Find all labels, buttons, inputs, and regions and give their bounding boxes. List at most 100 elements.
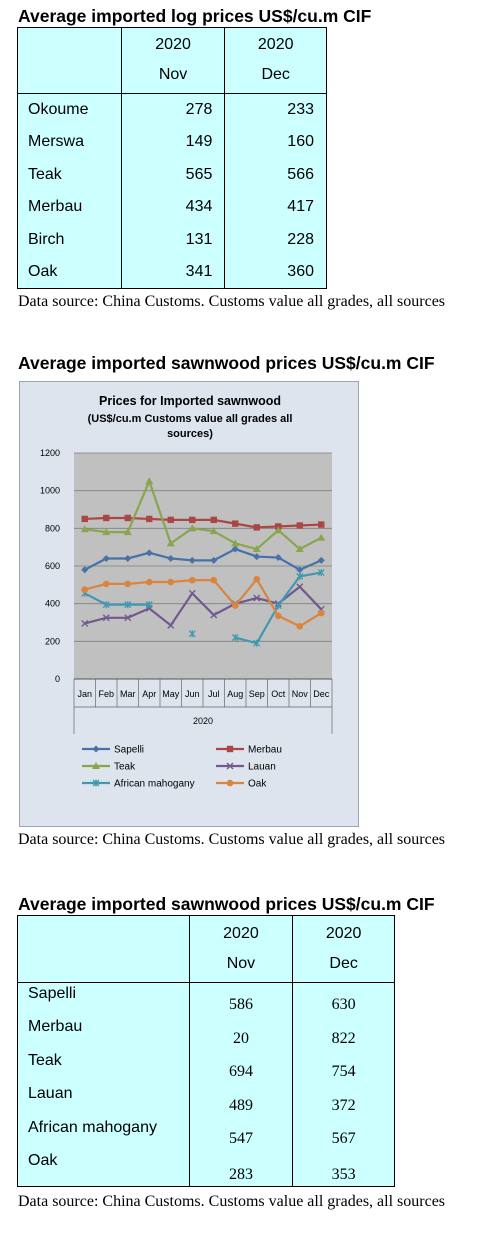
x-tick-label: Oct: [271, 689, 286, 699]
data-point: [102, 601, 110, 609]
nov-price: 489: [188, 1083, 294, 1117]
data-point: [92, 762, 100, 769]
species-name: Teak: [17, 1049, 190, 1083]
data-point: [253, 575, 261, 583]
data-point: [295, 545, 304, 553]
header-nov-cell: 2020 Nov: [120, 27, 226, 94]
data-point: [253, 639, 261, 647]
data-point: [167, 516, 174, 524]
data-point: [210, 556, 218, 564]
log-prices-table: 2020 Nov 2020 Dec Okoume 278 233 Merswa …: [17, 27, 327, 289]
data-point: [317, 556, 325, 564]
legend-label: Oak: [248, 779, 267, 790]
series-merbau: [81, 514, 325, 531]
table-header-row: 2020 Nov 2020 Dec: [17, 915, 395, 983]
data-point: [231, 602, 239, 609]
series-line: [84, 478, 322, 551]
data-point: [81, 586, 89, 593]
data-point: [188, 589, 196, 597]
table-row: Oak 341 360: [17, 256, 327, 289]
x-tick-label: Jul: [208, 689, 220, 699]
chart-subtitle: (US$/cu.m Customs value all grades all s…: [87, 413, 293, 440]
series-oak: [81, 575, 325, 630]
header-month: Nov: [226, 955, 256, 972]
nov-price: 694: [188, 1049, 294, 1083]
data-point: [124, 580, 132, 588]
legend-label: Lauan: [248, 762, 276, 773]
x-axis: Jan Feb Mar Apr May Jun Jul Aug Sep Oct Nov Dec: [73, 678, 333, 734]
data-point: [145, 477, 154, 485]
data-point: [210, 516, 217, 524]
series-african-mahogany: [81, 569, 325, 647]
data-point: [274, 554, 282, 562]
data-point: [167, 554, 175, 562]
data-point: [231, 545, 239, 553]
legend-item: African mahogany: [82, 779, 195, 790]
dec-price: 360: [224, 256, 327, 289]
series-sapelli: [81, 545, 325, 574]
species-name: Sapelli: [17, 982, 190, 1016]
legend-label: Sapelli: [114, 745, 144, 756]
header-month: Dec: [261, 66, 290, 83]
header-month: Nov: [158, 66, 188, 83]
data-point: [92, 779, 100, 787]
species-name: Oak: [17, 1150, 190, 1187]
data-point: [188, 524, 197, 532]
sawnwood-table-heading: Average imported sawnwood prices US$/cu.…: [18, 894, 435, 914]
data-point: [210, 576, 218, 584]
data-point: [102, 580, 110, 588]
data-point: [145, 578, 153, 586]
header-year: 2020: [223, 925, 259, 942]
data-point: [189, 516, 196, 524]
data-point: [145, 549, 153, 557]
y-tick-label: 400: [45, 599, 60, 609]
chart-data-source: Data source: China Customs. Customs valu…: [18, 831, 446, 848]
y-tick-label: 1000: [40, 486, 60, 496]
data-point: [318, 521, 325, 528]
data-point: [146, 515, 153, 523]
data-point: [296, 522, 303, 529]
x-axis-label: 2020: [193, 716, 213, 726]
x-tick-label: Feb: [98, 689, 114, 699]
data-point: [210, 611, 218, 619]
dec-price: 417: [224, 191, 327, 224]
series-line: [84, 592, 150, 606]
sawnwood-chart-heading: Average imported sawnwood prices US$/cu.…: [18, 353, 435, 373]
table-row: Birch 131 228: [17, 223, 327, 256]
y-tick-label: 1200: [40, 448, 60, 458]
nov-price: 341: [120, 256, 226, 289]
chart-title: Prices for Imported sawnwood: [99, 394, 281, 408]
data-point: [296, 622, 304, 630]
log-data-source: Data source: China Customs. Customs valu…: [18, 293, 446, 310]
data-point: [102, 614, 110, 622]
nov-price: 131: [120, 223, 226, 256]
data-point: [317, 533, 326, 541]
dec-price: 754: [292, 1049, 395, 1083]
series-line: [84, 516, 322, 529]
data-point: [232, 520, 239, 527]
chart-legend: Sapelli Merbau Teak Lauan African mahogany Oa…: [82, 745, 282, 790]
table-row: Oak 283 353: [17, 1150, 395, 1187]
x-tick-label: Jun: [185, 689, 200, 699]
legend-item: Oak: [216, 779, 267, 790]
nov-price: 434: [120, 191, 226, 224]
data-point: [226, 745, 234, 753]
nov-price: 547: [188, 1116, 294, 1150]
data-point: [253, 594, 261, 602]
data-point: [252, 545, 261, 553]
species-name: African mahogany: [17, 1116, 190, 1150]
series-line: [84, 577, 322, 628]
legend-label: Merbau: [248, 745, 282, 756]
species-name: Teak: [17, 158, 122, 191]
x-tick-label: Mar: [120, 689, 136, 699]
y-tick-label: 800: [45, 523, 60, 533]
dec-price: 353: [292, 1150, 395, 1187]
header-year: 2020: [325, 925, 362, 942]
data-point: [253, 524, 260, 531]
legend-label: African mahogany: [114, 779, 195, 790]
data-point: [124, 554, 132, 562]
legend-item: Sapelli: [82, 745, 144, 756]
data-point: [296, 566, 304, 574]
log-prices-heading: Average imported log prices US$/cu.m CIF: [18, 6, 372, 26]
data-point: [231, 539, 240, 547]
